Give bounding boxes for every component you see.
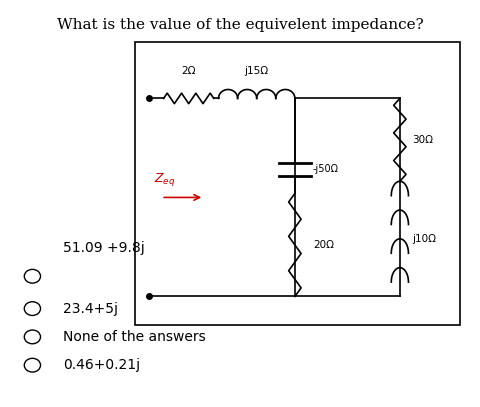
- Text: 20Ω: 20Ω: [313, 240, 334, 250]
- Text: 51.09 +9.8j: 51.09 +9.8j: [63, 241, 145, 255]
- Text: -j50Ω: -j50Ω: [313, 164, 339, 174]
- Text: What is the value of the equivelent impedance?: What is the value of the equivelent impe…: [57, 18, 423, 32]
- Text: j10Ω: j10Ω: [412, 234, 436, 244]
- FancyBboxPatch shape: [135, 42, 459, 325]
- Text: 0.46+0.21j: 0.46+0.21j: [63, 358, 141, 372]
- Text: 30Ω: 30Ω: [412, 135, 433, 145]
- Text: None of the answers: None of the answers: [63, 330, 206, 344]
- Text: j15Ω: j15Ω: [245, 66, 269, 76]
- Text: 2Ω: 2Ω: [181, 66, 196, 76]
- Text: $Z_{eq}$: $Z_{eq}$: [154, 171, 176, 188]
- Text: 23.4+5j: 23.4+5j: [63, 302, 119, 315]
